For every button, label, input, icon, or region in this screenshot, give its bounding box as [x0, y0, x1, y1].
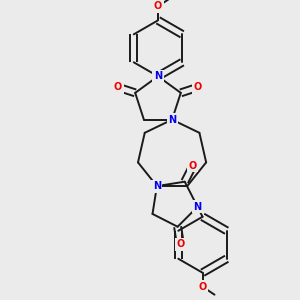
Text: O: O: [189, 161, 197, 171]
Text: N: N: [168, 115, 176, 124]
Text: O: O: [198, 282, 207, 292]
Text: N: N: [194, 202, 202, 212]
Text: O: O: [194, 82, 202, 92]
Text: O: O: [154, 2, 162, 11]
Text: N: N: [153, 181, 161, 191]
Text: O: O: [114, 82, 122, 92]
Text: N: N: [154, 71, 162, 81]
Text: O: O: [176, 239, 184, 250]
